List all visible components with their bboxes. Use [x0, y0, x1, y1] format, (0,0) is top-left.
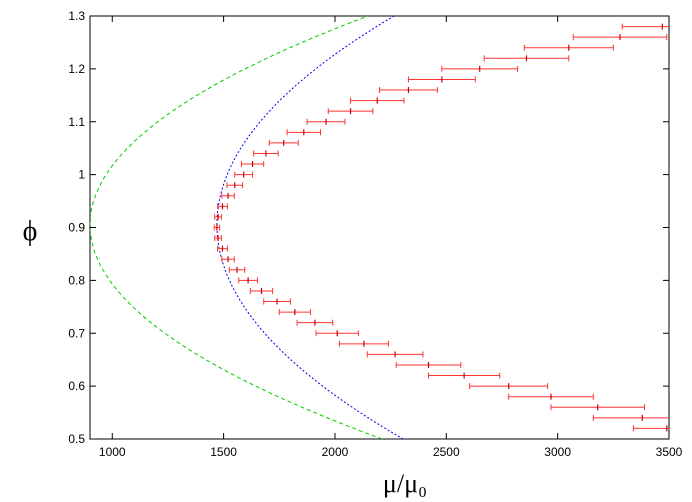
- data-point-errorbar: [366, 351, 424, 358]
- x-tick-label: 1500: [210, 445, 237, 459]
- data-point-errorbar: [523, 44, 614, 51]
- data-point-errorbar: [379, 87, 438, 94]
- y-tick-label: 1.2: [68, 62, 85, 76]
- data-point-errorbar: [621, 23, 669, 30]
- data-point-errorbar: [441, 65, 519, 72]
- y-axis-ticks: 0.5 0.6 0.7 0.8 0.9 1 1.1 1.2 1.3: [68, 9, 669, 446]
- data-point-errorbar: [483, 55, 570, 62]
- y-tick-label: 0.8: [68, 273, 85, 287]
- x-tick-label: 1000: [99, 445, 126, 459]
- data-point-errorbar: [407, 76, 476, 83]
- data-point-errorbar: [226, 182, 244, 189]
- data-point-errorbar: [278, 309, 311, 316]
- data-point-errorbar: [217, 203, 228, 210]
- data-point-errorbar: [268, 139, 299, 146]
- plot-frame: [89, 15, 670, 440]
- x-tick-label: 2500: [433, 445, 460, 459]
- x-axis-label: μ/μ₀: [383, 469, 427, 498]
- y-tick-label: 0.9: [68, 221, 85, 235]
- fit-curve: [216, 16, 404, 439]
- data-point-errorbar: [338, 340, 389, 347]
- data-point-errorbar: [550, 404, 646, 411]
- data-point-errorbar: [217, 245, 228, 252]
- x-axis-ticks: 1000 1500 2000 2500 3000 3500: [99, 16, 683, 459]
- data-point-errorbar: [296, 319, 334, 326]
- data-point-errorbar: [238, 277, 258, 284]
- data-point-errorbar: [632, 425, 669, 432]
- data-point-errorbar: [327, 108, 374, 115]
- y-tick-label: 0.5: [68, 432, 85, 446]
- data-point-errorbar: [263, 298, 291, 305]
- data-point-errorbar: [213, 224, 221, 231]
- data-point-errorbar: [306, 118, 346, 125]
- bound-curve: [90, 16, 383, 439]
- data-point-errorbar: [592, 414, 669, 421]
- curves-layer: [90, 16, 404, 439]
- data-point-errorbar: [253, 150, 279, 157]
- y-tick-label: 1.1: [68, 115, 85, 129]
- y-axis-label: ϕ: [23, 216, 38, 247]
- y-tick-label: 1: [78, 168, 85, 182]
- data-point-errorbar: [240, 161, 265, 168]
- data-point-errorbar: [228, 266, 246, 273]
- y-tick-label: 0.7: [68, 326, 85, 340]
- x-tick-label: 3000: [544, 445, 571, 459]
- data-point-errorbar: [214, 213, 222, 220]
- data-point-errorbar: [572, 34, 668, 41]
- y-tick-label: 1.3: [68, 9, 85, 23]
- data-point-errorbar: [508, 393, 594, 400]
- data-point-errorbar: [427, 372, 501, 379]
- data-point-errorbar: [214, 235, 222, 242]
- data-point-errorbar: [395, 361, 462, 368]
- data-point-errorbar: [286, 129, 321, 136]
- x-tick-label: 2000: [322, 445, 349, 459]
- plot-area: [89, 15, 670, 440]
- errorbar-layer: [213, 23, 669, 432]
- data-point-errorbar: [350, 97, 405, 104]
- data-point-errorbar: [469, 383, 549, 390]
- x-tick-label: 3500: [656, 445, 683, 459]
- data-point-errorbar: [221, 256, 235, 263]
- data-point-errorbar: [234, 171, 254, 178]
- y-tick-label: 0.6: [68, 379, 85, 393]
- data-point-errorbar: [249, 287, 274, 294]
- data-point-errorbar: [221, 192, 235, 199]
- data-point-errorbar: [315, 330, 359, 337]
